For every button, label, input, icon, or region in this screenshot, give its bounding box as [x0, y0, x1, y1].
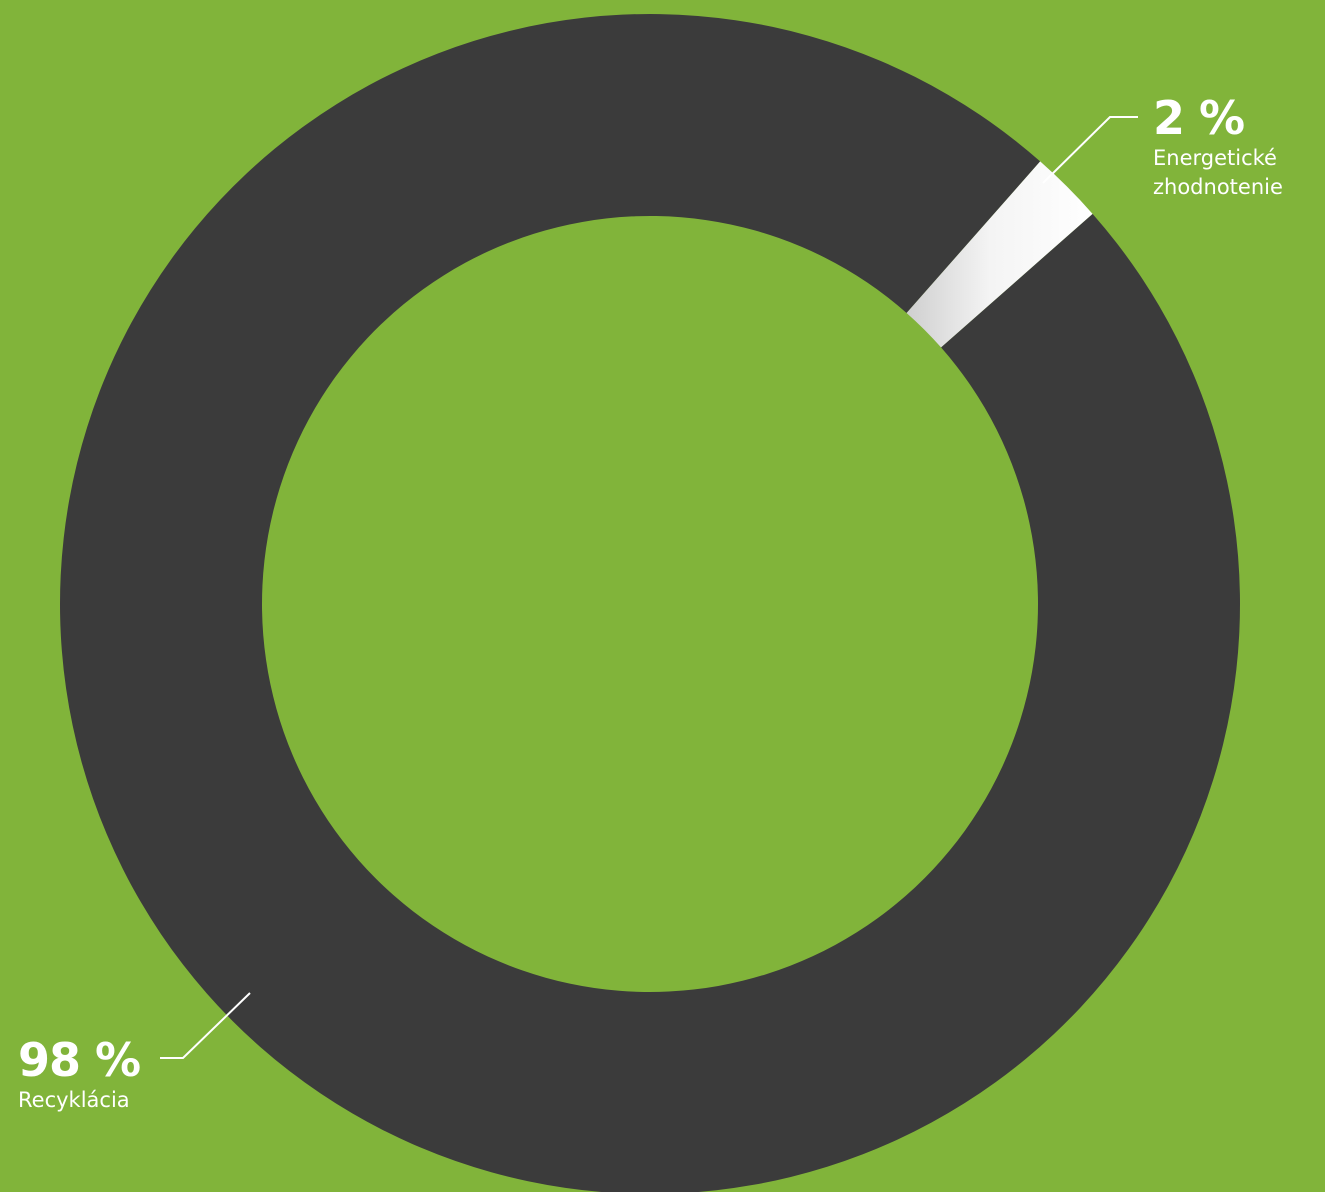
slice-name-recycling: Recyklácia	[18, 1088, 130, 1112]
leader-line-recycling	[160, 992, 251, 1059]
slice-label-energetic: 2 % Energetické zhodnotenie	[1153, 92, 1283, 202]
slice-value-energetic: 2 %	[1153, 91, 1245, 145]
slice-label-recycling: 98 % Recyklácia	[18, 1033, 141, 1115]
leader-line-energetic	[1042, 116, 1138, 184]
donut-slices	[60, 14, 1241, 1192]
slice-recycling	[60, 14, 1241, 1192]
slice-energetic	[906, 161, 1093, 348]
slice-name-energetic: Energetické zhodnotenie	[1153, 146, 1283, 199]
slice-value-recycling: 98 %	[18, 1033, 141, 1087]
